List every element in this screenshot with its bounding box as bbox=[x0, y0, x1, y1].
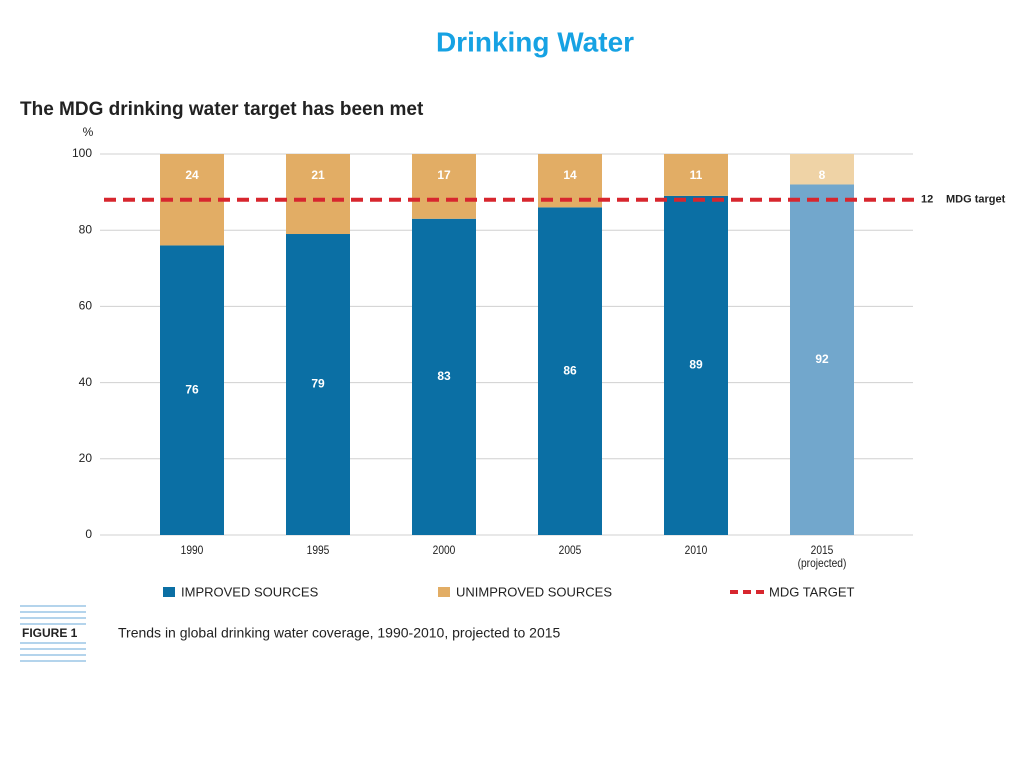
x-tick-label: 1990 bbox=[180, 543, 204, 557]
y-tick-label: 0 bbox=[85, 527, 92, 541]
x-tick-label: 1995 bbox=[306, 543, 330, 557]
bar-segment bbox=[790, 184, 854, 536]
y-axis-label: % bbox=[83, 125, 94, 139]
bar-segment bbox=[286, 154, 350, 235]
legend-swatch bbox=[438, 587, 450, 597]
data-label: 11 bbox=[690, 168, 703, 182]
y-tick-label: 60 bbox=[79, 299, 93, 313]
x-tick-label: 2015 (projected) bbox=[797, 543, 847, 570]
legend-label: IMPROVED SOURCES bbox=[181, 584, 319, 599]
target-value: 12 bbox=[921, 194, 933, 206]
x-tick-label: 2010 bbox=[684, 543, 708, 557]
bar-segment bbox=[538, 207, 602, 535]
data-label: 92 bbox=[815, 352, 829, 366]
data-label: 76 bbox=[185, 382, 199, 396]
y-tick-label: 40 bbox=[79, 375, 93, 389]
figure-label: FIGURE 1 bbox=[22, 626, 78, 640]
bar-segment bbox=[412, 154, 476, 219]
data-label: 86 bbox=[563, 363, 577, 377]
chart-title: The MDG drinking water target has been m… bbox=[20, 99, 424, 120]
y-tick-label: 80 bbox=[79, 222, 93, 236]
data-label: 17 bbox=[437, 168, 451, 182]
legend-label: UNIMPROVED SOURCES bbox=[456, 584, 612, 599]
bar-segment bbox=[664, 154, 728, 196]
y-tick-label: 20 bbox=[79, 451, 93, 465]
data-label: 89 bbox=[689, 358, 703, 372]
x-tick-label: 2000 bbox=[432, 543, 456, 557]
bar-segment bbox=[286, 234, 350, 535]
bar-segment bbox=[412, 218, 476, 535]
y-tick-label: 100 bbox=[72, 146, 92, 160]
target-text: MDG target bbox=[946, 194, 1006, 206]
bar-segment bbox=[160, 245, 224, 535]
data-label: 8 bbox=[819, 168, 826, 182]
data-label: 83 bbox=[437, 369, 451, 383]
data-label: 24 bbox=[185, 168, 199, 182]
figure-stripes bbox=[20, 605, 86, 662]
data-label: 21 bbox=[311, 168, 325, 182]
page-title: Drinking Water bbox=[436, 26, 634, 57]
bar-segment bbox=[664, 195, 728, 535]
data-label: 14 bbox=[563, 168, 577, 182]
data-label: 79 bbox=[311, 377, 325, 391]
legend-label: MDG TARGET bbox=[769, 584, 855, 599]
x-tick-label: 2005 bbox=[558, 543, 582, 557]
legend-swatch bbox=[163, 587, 175, 597]
bar-segment bbox=[790, 154, 854, 185]
caption: Trends in global drinking water coverage… bbox=[118, 625, 561, 641]
